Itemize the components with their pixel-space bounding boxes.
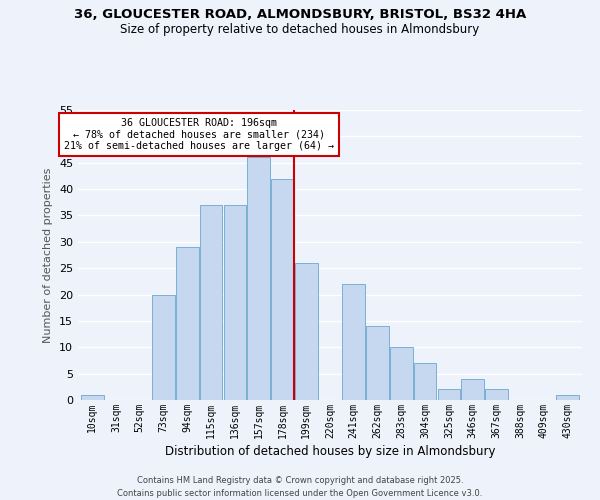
Bar: [414, 363, 436, 400]
Bar: [224, 205, 246, 400]
Text: Contains HM Land Registry data © Crown copyright and database right 2025.
Contai: Contains HM Land Registry data © Crown c…: [118, 476, 482, 498]
Bar: [271, 178, 294, 400]
Text: Size of property relative to detached houses in Almondsbury: Size of property relative to detached ho…: [121, 22, 479, 36]
Y-axis label: Number of detached properties: Number of detached properties: [43, 168, 53, 342]
Bar: [81, 394, 104, 400]
Bar: [461, 379, 484, 400]
Bar: [390, 348, 413, 400]
Bar: [176, 247, 199, 400]
Bar: [247, 158, 270, 400]
Bar: [366, 326, 389, 400]
Bar: [295, 263, 317, 400]
Bar: [556, 394, 579, 400]
Text: 36, GLOUCESTER ROAD, ALMONDSBURY, BRISTOL, BS32 4HA: 36, GLOUCESTER ROAD, ALMONDSBURY, BRISTO…: [74, 8, 526, 20]
Bar: [437, 390, 460, 400]
Bar: [200, 205, 223, 400]
Bar: [343, 284, 365, 400]
X-axis label: Distribution of detached houses by size in Almondsbury: Distribution of detached houses by size …: [165, 445, 495, 458]
Bar: [152, 294, 175, 400]
Text: 36 GLOUCESTER ROAD: 196sqm
← 78% of detached houses are smaller (234)
21% of sem: 36 GLOUCESTER ROAD: 196sqm ← 78% of deta…: [64, 118, 334, 151]
Bar: [485, 390, 508, 400]
